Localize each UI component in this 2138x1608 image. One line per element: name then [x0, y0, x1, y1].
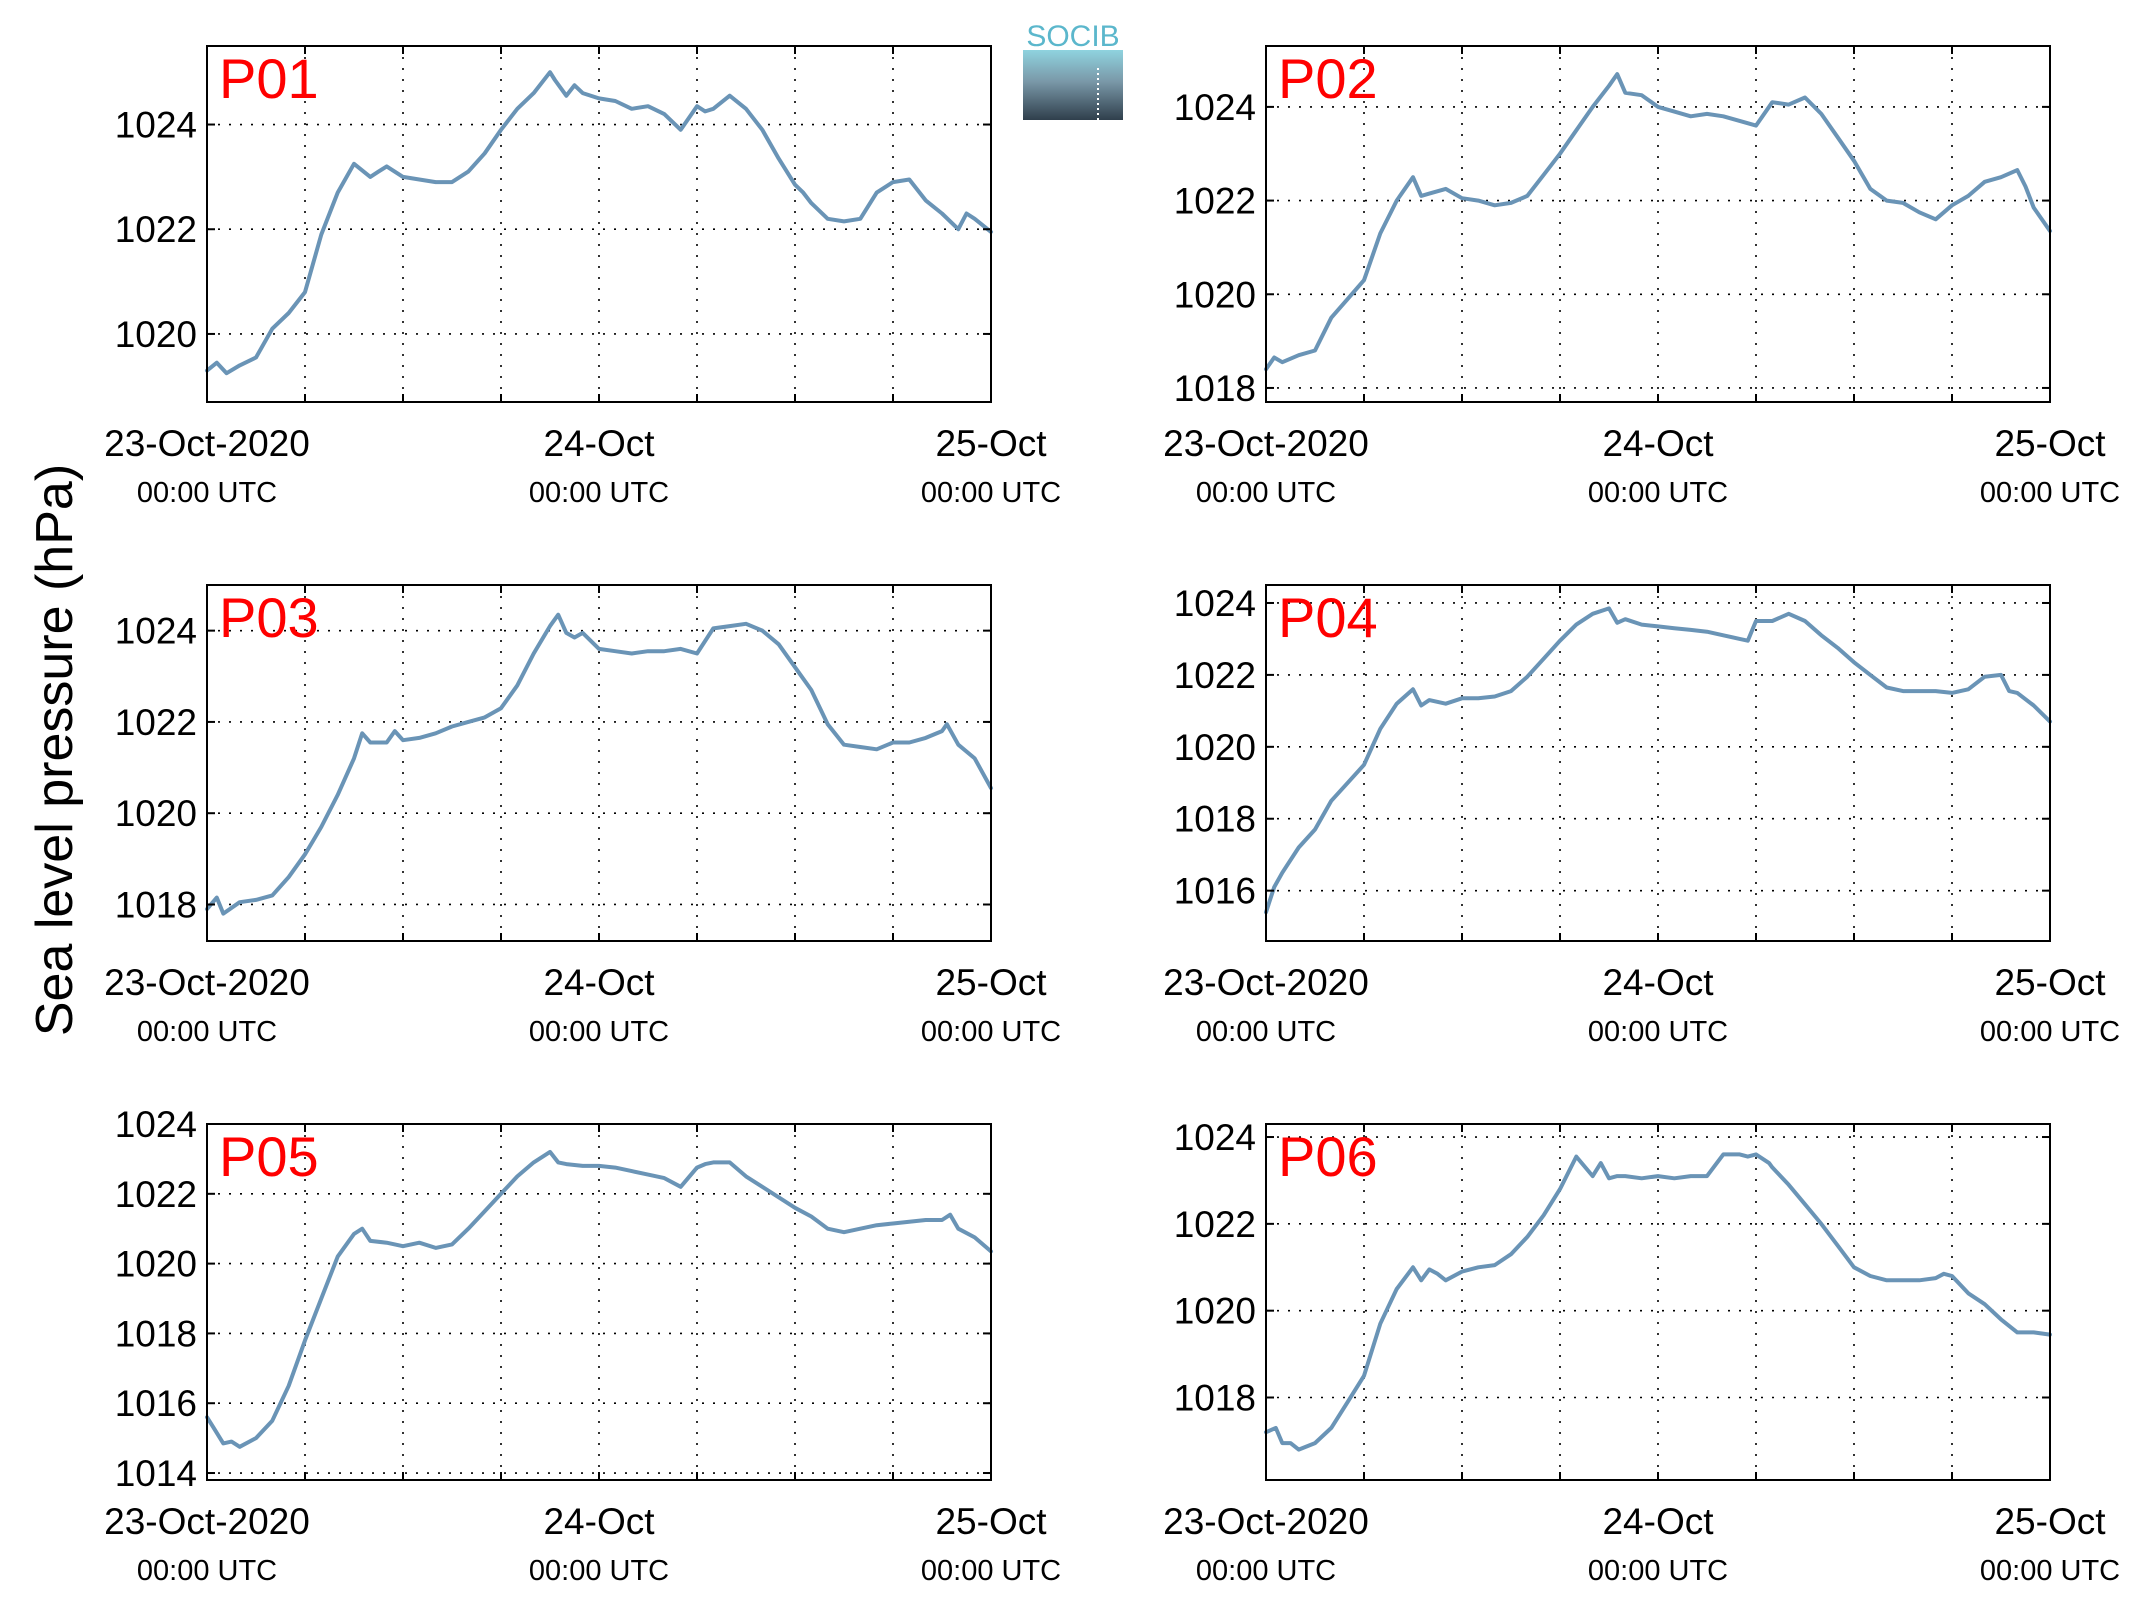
panel-label: P02 — [1278, 47, 1378, 110]
y-axis-label: Sea level pressure (hPa) — [26, 464, 84, 1036]
chart-panel-p01: 1020 1022 1024 23-Oct-2020 00:00 UTC 24-Oct 00… — [104, 45, 1061, 509]
x-tick-label-time: 00:00 UTC — [137, 1016, 277, 1048]
y-tick-label: 1020 — [115, 314, 197, 355]
chart-panel-p02: 1018 1020 1022 1024 23-Oct-2020 00:00 UTC 24-O… — [1163, 45, 2120, 509]
series-line-p01 — [205, 70, 993, 376]
series-line-p03 — [205, 612, 993, 916]
x-tick-label-date: 25-Oct — [935, 1501, 1047, 1542]
x-tick-label-date: 23-Oct-2020 — [1163, 962, 1369, 1003]
panels: 1020 1022 1024 23-Oct-2020 00:00 UTC 24-Oct 00… — [104, 45, 2120, 1587]
y-tick-label: 1016 — [115, 1383, 197, 1424]
x-tick-label-date: 24-Oct — [1602, 1501, 1714, 1542]
socib-logo: SOCIB — [1023, 20, 1123, 120]
y-tick-label: 1016 — [1174, 871, 1256, 912]
x-tick-label-time: 00:00 UTC — [1588, 1555, 1728, 1587]
y-tick-label: 1024 — [1174, 87, 1256, 128]
y-tick-label: 1022 — [115, 702, 197, 743]
x-tick-label-date: 24-Oct — [1602, 962, 1714, 1003]
y-tick-label: 1024 — [115, 105, 197, 146]
x-tick-label-date: 23-Oct-2020 — [1163, 1501, 1369, 1542]
x-tick-label-time: 00:00 UTC — [1980, 1555, 2120, 1587]
series-line-p05 — [205, 1149, 993, 1449]
y-tick-label: 1020 — [1174, 274, 1256, 315]
x-tick-label-time: 00:00 UTC — [529, 1555, 669, 1587]
x-tick-label-time: 00:00 UTC — [1980, 1016, 2120, 1048]
y-tick-label: 1020 — [115, 793, 197, 834]
panel-label: P01 — [219, 47, 319, 110]
panel-label: P04 — [1278, 586, 1378, 649]
x-tick-label-date: 23-Oct-2020 — [1163, 423, 1369, 464]
x-tick-label-date: 25-Oct — [1994, 1501, 2106, 1542]
x-tick-label-time: 00:00 UTC — [1196, 477, 1336, 509]
chart-panel-p04: 1016 1018 1020 1022 1024 23-Oct-2020 00:00 UTC… — [1163, 583, 2120, 1048]
y-tick-label: 1020 — [1174, 1291, 1256, 1332]
socib-logo-text: SOCIB — [1026, 20, 1119, 53]
x-tick-label-time: 00:00 UTC — [1588, 1016, 1728, 1048]
panel-label: P05 — [219, 1125, 319, 1188]
y-tick-label: 1014 — [115, 1453, 197, 1494]
chart-panel-p06: 1018 1020 1022 1024 23-Oct-2020 00:00 UTC 24-O… — [1163, 1117, 2120, 1587]
x-tick-label-date: 25-Oct — [1994, 962, 2106, 1003]
y-tick-label: 1024 — [115, 611, 197, 652]
x-tick-label-date: 24-Oct — [543, 1501, 655, 1542]
series-line-p06 — [1264, 1152, 2052, 1452]
y-tick-label: 1020 — [115, 1244, 197, 1285]
x-tick-label-date: 24-Oct — [543, 423, 655, 464]
x-tick-label-time: 00:00 UTC — [1588, 477, 1728, 509]
y-tick-label: 1018 — [1174, 368, 1256, 409]
series-line-p04 — [1264, 606, 2052, 915]
x-tick-label-time: 00:00 UTC — [921, 1016, 1061, 1048]
y-tick-label: 1024 — [1174, 583, 1256, 624]
y-tick-label: 1022 — [115, 1174, 197, 1215]
x-tick-label-time: 00:00 UTC — [529, 477, 669, 509]
y-tick-label: 1022 — [1174, 181, 1256, 222]
x-tick-label-date: 23-Oct-2020 — [104, 1501, 310, 1542]
x-tick-label-time: 00:00 UTC — [1196, 1555, 1336, 1587]
y-tick-label: 1018 — [115, 884, 197, 925]
y-tick-label: 1018 — [115, 1313, 197, 1354]
y-tick-label: 1024 — [1174, 1117, 1256, 1158]
x-tick-label-date: 23-Oct-2020 — [104, 962, 310, 1003]
x-tick-label-date: 25-Oct — [1994, 423, 2106, 464]
x-tick-label-time: 00:00 UTC — [921, 477, 1061, 509]
panel-label: P06 — [1278, 1125, 1378, 1188]
series-line-p02 — [1264, 72, 2052, 372]
x-tick-label-time: 00:00 UTC — [137, 477, 277, 509]
socib-logo-block — [1023, 50, 1123, 120]
x-tick-label-date: 23-Oct-2020 — [104, 423, 310, 464]
x-tick-label-date: 24-Oct — [543, 962, 655, 1003]
chart-panel-p05: 1014 1016 1018 1020 1022 1024 23-Oct-2020 00:00… — [104, 1104, 1061, 1587]
y-tick-label: 1018 — [1174, 799, 1256, 840]
x-tick-label-time: 00:00 UTC — [921, 1555, 1061, 1587]
panel-label: P03 — [219, 586, 319, 649]
y-tick-label: 1022 — [1174, 1204, 1256, 1245]
chart-panel-p03: 1018 1020 1022 1024 23-Oct-2020 00:00 UTC 24-O… — [104, 584, 1061, 1048]
x-tick-label-time: 00:00 UTC — [529, 1016, 669, 1048]
x-tick-label-time: 00:00 UTC — [137, 1555, 277, 1587]
x-tick-label-time: 00:00 UTC — [1196, 1016, 1336, 1048]
y-tick-label: 1018 — [1174, 1378, 1256, 1419]
x-tick-label-date: 24-Oct — [1602, 423, 1714, 464]
y-tick-label: 1024 — [115, 1104, 197, 1145]
y-tick-label: 1022 — [115, 209, 197, 250]
x-tick-label-time: 00:00 UTC — [1980, 477, 2120, 509]
x-tick-label-date: 25-Oct — [935, 962, 1047, 1003]
y-tick-label: 1020 — [1174, 727, 1256, 768]
y-tick-label: 1022 — [1174, 655, 1256, 696]
x-tick-label-date: 25-Oct — [935, 423, 1047, 464]
